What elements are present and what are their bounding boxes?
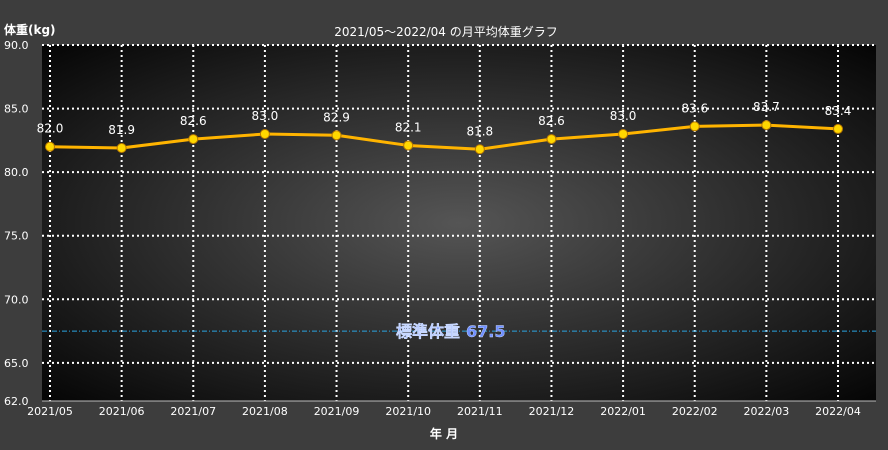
data-label-11: 83.4 (825, 104, 852, 118)
y-tick-label-3: 75.0 (4, 230, 29, 243)
data-point-7 (546, 134, 557, 145)
series-line (49, 123, 839, 151)
x-tick-label-6: 2021/11 (457, 405, 503, 418)
grid (42, 44, 876, 401)
data-point-6 (474, 144, 485, 155)
data-point-1 (116, 142, 127, 153)
data-point-9 (689, 121, 700, 132)
data-label-8: 83.0 (610, 109, 637, 123)
data-point-5 (403, 140, 414, 151)
reference-line-label: 標準体重 67.5 (396, 322, 506, 341)
data-label-7: 82.6 (538, 114, 565, 128)
x-tick-label-10: 2022/03 (744, 405, 790, 418)
y-tick-label-0: 62.0 (4, 395, 29, 408)
reference-line-group: 標準体重 67.5 (42, 322, 876, 341)
x-tick-label-9: 2022/02 (672, 405, 718, 418)
reference-line-value: 67.5 (466, 322, 505, 341)
x-tick-label-4: 2021/09 (314, 405, 360, 418)
data-label-5: 82.1 (395, 120, 422, 134)
data-point-11 (833, 123, 843, 134)
reference-line-label-text: 標準体重 (396, 322, 460, 341)
data-label-3: 83.0 (252, 109, 279, 123)
plot-area (42, 45, 876, 401)
x-tick-label-5: 2021/10 (385, 405, 431, 418)
x-tick-label-1: 2021/06 (99, 405, 145, 418)
x-tick-label-3: 2021/08 (242, 405, 288, 418)
x-tick-label-8: 2022/01 (600, 405, 646, 418)
y-tick-label-5: 85.0 (4, 103, 29, 116)
data-label-9: 83.6 (681, 101, 708, 115)
series-group: 82.0 81.9 82.6 83.0 82.9 82.1 81.8 82.6 83.0 83.6… (37, 100, 852, 155)
data-label-10: 83.7 (753, 100, 780, 114)
x-tick-label-7: 2021/12 (529, 405, 575, 418)
data-point-10 (761, 120, 772, 131)
data-label-0: 82.0 (37, 122, 64, 136)
y-tick-label-1: 65.0 (4, 357, 29, 370)
data-label-6: 81.8 (466, 124, 493, 138)
data-point-2 (188, 134, 199, 145)
axes: 62.0 65.0 70.0 75.0 80.0 85.0 90.0 2021/05 2021/… (4, 39, 876, 418)
y-axis-label: 体重(kg) (4, 22, 56, 37)
data-point-4 (331, 130, 342, 141)
x-tick-label-0: 2021/05 (27, 405, 73, 418)
x-tick-label-2: 2021/07 (170, 405, 216, 418)
data-point-8 (618, 129, 629, 139)
y-tick-label-2: 70.0 (4, 293, 29, 306)
y-tick-label-4: 80.0 (4, 166, 29, 179)
x-tick-label-11: 2022/04 (815, 405, 861, 418)
data-point-0 (45, 141, 55, 152)
y-tick-label-6: 90.0 (4, 39, 29, 52)
x-axis-label: 年 月 (430, 426, 458, 441)
data-label-4: 82.9 (323, 110, 350, 124)
chart-title: 2021/05～2022/04 の月平均体重グラフ (334, 25, 558, 39)
data-point-3 (259, 129, 270, 139)
data-label-2: 82.6 (180, 114, 207, 128)
data-label-1: 81.9 (108, 123, 135, 137)
